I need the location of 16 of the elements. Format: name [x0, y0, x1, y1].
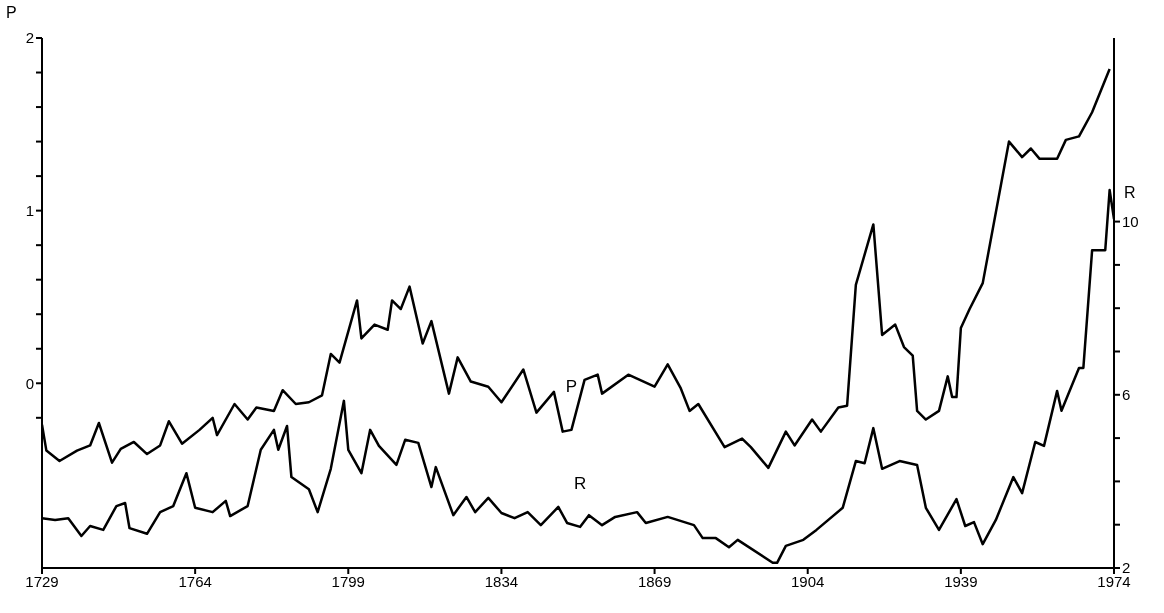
y2-tick-label: 6 [1122, 386, 1131, 404]
x-tick-label: 1834 [484, 572, 519, 590]
y-axis-title: P [6, 4, 17, 22]
series-label: R [574, 473, 587, 493]
x-tick-label: 1939 [944, 572, 978, 590]
x-tick-label: 1764 [178, 572, 212, 590]
x-tick-label: 1869 [637, 572, 672, 590]
y-tick-label: 2 [25, 29, 34, 47]
x-tick-label: 1799 [331, 572, 365, 590]
y-tick-label: 1 [25, 201, 34, 219]
y2-axis-title: R [1124, 183, 1136, 202]
x-tick-label: 1729 [25, 572, 59, 590]
x-tick-label: 1904 [791, 572, 825, 590]
series-label: P [565, 376, 578, 396]
y2-tick-label: 10 [1122, 212, 1139, 230]
y-tick-label: 0 [25, 374, 34, 392]
